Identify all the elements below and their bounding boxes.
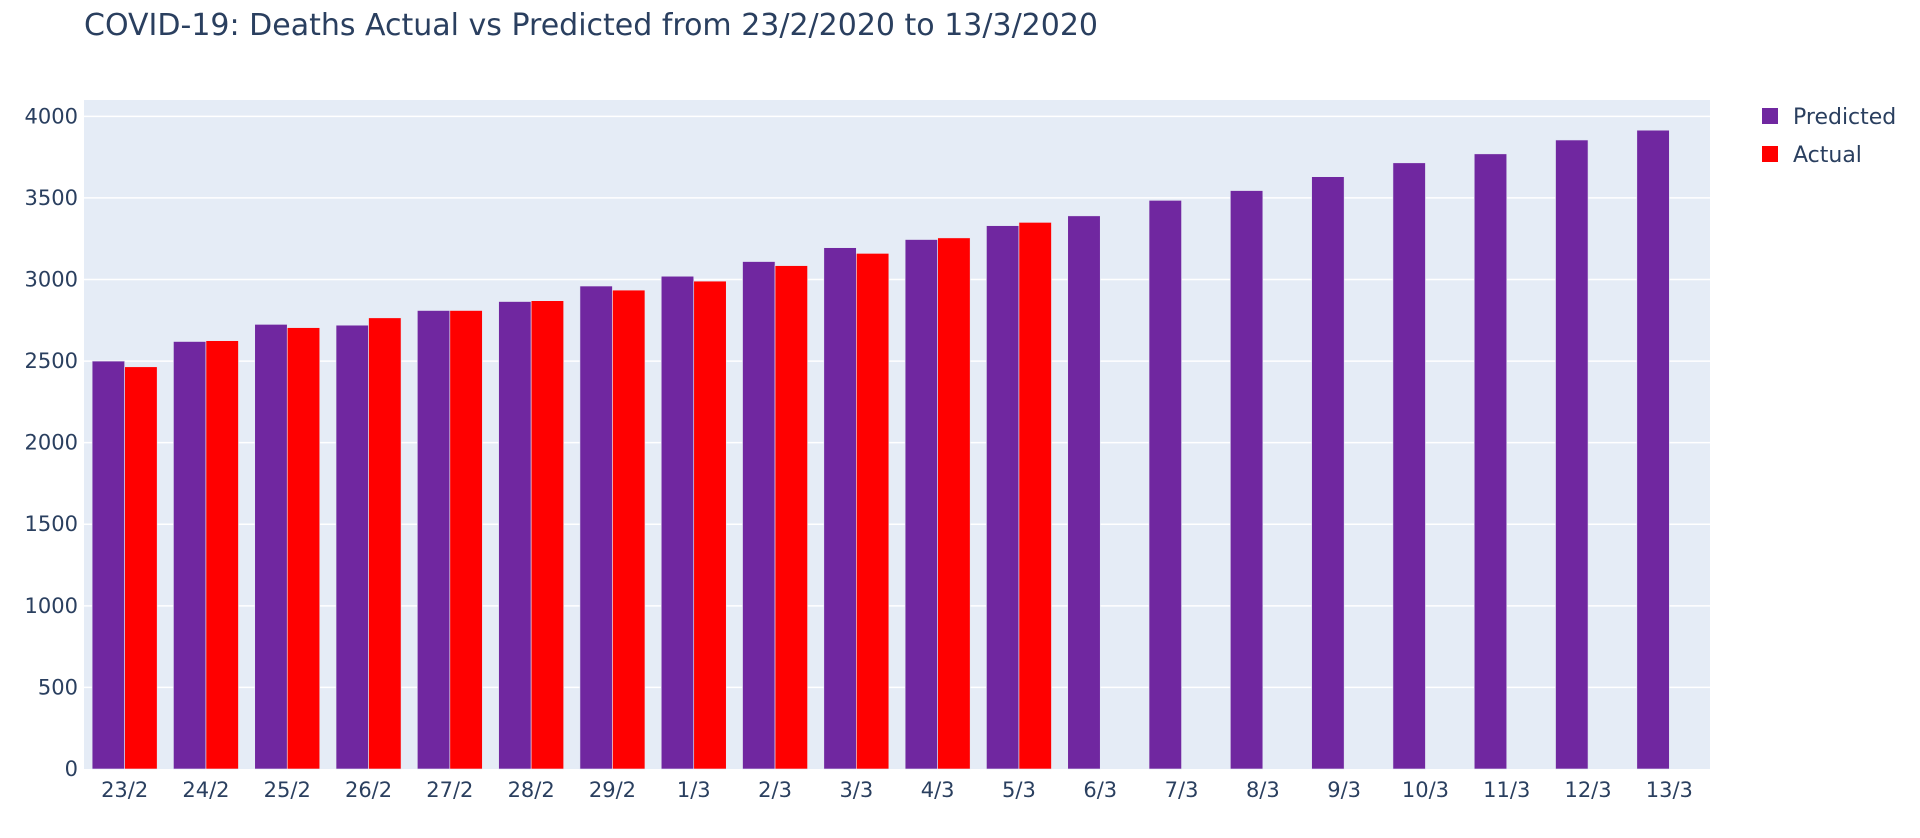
bar-actual-10[interactable] (937, 237, 971, 770)
x-tick-label: 4/3 (921, 778, 955, 802)
y-tick-label: 0 (65, 757, 78, 781)
bar-predicted-16[interactable] (1392, 162, 1426, 770)
bar-predicted-7[interactable] (660, 275, 695, 770)
bar-predicted-9[interactable] (823, 247, 857, 770)
y-tick-label: 2000 (25, 431, 78, 455)
legend-item-predicted[interactable]: Predicted (1762, 105, 1896, 130)
x-tick-label: 26/2 (345, 778, 392, 802)
plot-background (84, 100, 1710, 769)
legend-label: Predicted (1793, 105, 1896, 130)
x-tick-label: 8/3 (1246, 778, 1280, 802)
bar-predicted-11[interactable] (986, 225, 1020, 770)
x-tick-label: 27/2 (426, 778, 473, 802)
legend-label: Actual (1793, 143, 1862, 168)
x-tick-label: 11/3 (1483, 778, 1530, 802)
x-tick-label: 23/2 (101, 778, 148, 802)
bar-predicted-5[interactable] (498, 301, 532, 770)
bar-predicted-4[interactable] (417, 310, 451, 770)
y-tick-label: 500 (38, 675, 78, 699)
bar-predicted-17[interactable] (1473, 153, 1508, 770)
bar-predicted-2[interactable] (254, 324, 288, 770)
x-tick-label: 29/2 (589, 778, 636, 802)
bar-predicted-0[interactable] (91, 360, 125, 770)
chart-title: COVID-19: Deaths Actual vs Predicted fro… (84, 8, 1099, 43)
bar-actual-11[interactable] (1018, 222, 1052, 770)
x-tick-label: 10/3 (1402, 778, 1449, 802)
bar-actual-5[interactable] (530, 300, 564, 770)
legend[interactable]: Predicted Actual (1762, 105, 1896, 168)
bar-predicted-3[interactable] (335, 324, 369, 770)
bar-predicted-6[interactable] (579, 285, 613, 770)
bar-predicted-14[interactable] (1230, 190, 1264, 770)
bar-actual-6[interactable] (612, 289, 646, 770)
bar-predicted-1[interactable] (173, 341, 207, 770)
bar-predicted-19[interactable] (1636, 129, 1670, 770)
x-tick-label: 13/3 (1646, 778, 1693, 802)
x-tick-label: 7/3 (1165, 778, 1199, 802)
x-tick-label: 3/3 (839, 778, 873, 802)
bar-predicted-12[interactable] (1067, 215, 1101, 770)
x-tick-label: 9/3 (1327, 778, 1361, 802)
x-tick-label: 25/2 (264, 778, 311, 802)
bar-predicted-10[interactable] (904, 239, 938, 770)
y-tick-label: 3000 (25, 267, 78, 291)
x-tick-label: 28/2 (508, 778, 555, 802)
x-tick-label: 2/3 (758, 778, 792, 802)
y-tick-label: 3500 (25, 186, 78, 210)
bar-predicted-15[interactable] (1311, 176, 1345, 770)
y-tick-label: 2500 (25, 349, 78, 373)
y-tick-label: 1000 (25, 594, 78, 618)
legend-item-actual[interactable]: Actual (1762, 143, 1862, 168)
y-tick-label: 1500 (25, 512, 78, 536)
bars (91, 129, 1670, 770)
bar-actual-7[interactable] (693, 280, 727, 770)
x-tick-label: 6/3 (1083, 778, 1117, 802)
bar-actual-2[interactable] (286, 327, 321, 770)
bar-actual-3[interactable] (368, 317, 402, 770)
bar-predicted-8[interactable] (742, 261, 776, 770)
bar-actual-4[interactable] (449, 310, 483, 770)
bar-actual-1[interactable] (205, 340, 239, 770)
legend-swatch (1762, 108, 1778, 124)
bar-actual-9[interactable] (856, 253, 890, 770)
bar-predicted-18[interactable] (1555, 139, 1589, 770)
bar-actual-0[interactable] (124, 366, 158, 770)
x-axis-ticks: 23/2 24/2 25/2 26/2 27/2 28/2 29/2 1/3 2/3 3/3 4/3… (101, 778, 1693, 802)
x-tick-label: 1/3 (677, 778, 711, 802)
x-tick-label: 12/3 (1564, 778, 1611, 802)
legend-swatch (1762, 146, 1778, 162)
bar-predicted-13[interactable] (1148, 200, 1182, 770)
y-tick-label: 4000 (25, 104, 78, 128)
bar-actual-8[interactable] (774, 265, 808, 770)
x-tick-label: 24/2 (182, 778, 229, 802)
y-axis-ticks: 0 500 1000 1500 2000 2500 3000 3500 4000 (25, 104, 78, 781)
x-tick-label: 5/3 (1002, 778, 1036, 802)
